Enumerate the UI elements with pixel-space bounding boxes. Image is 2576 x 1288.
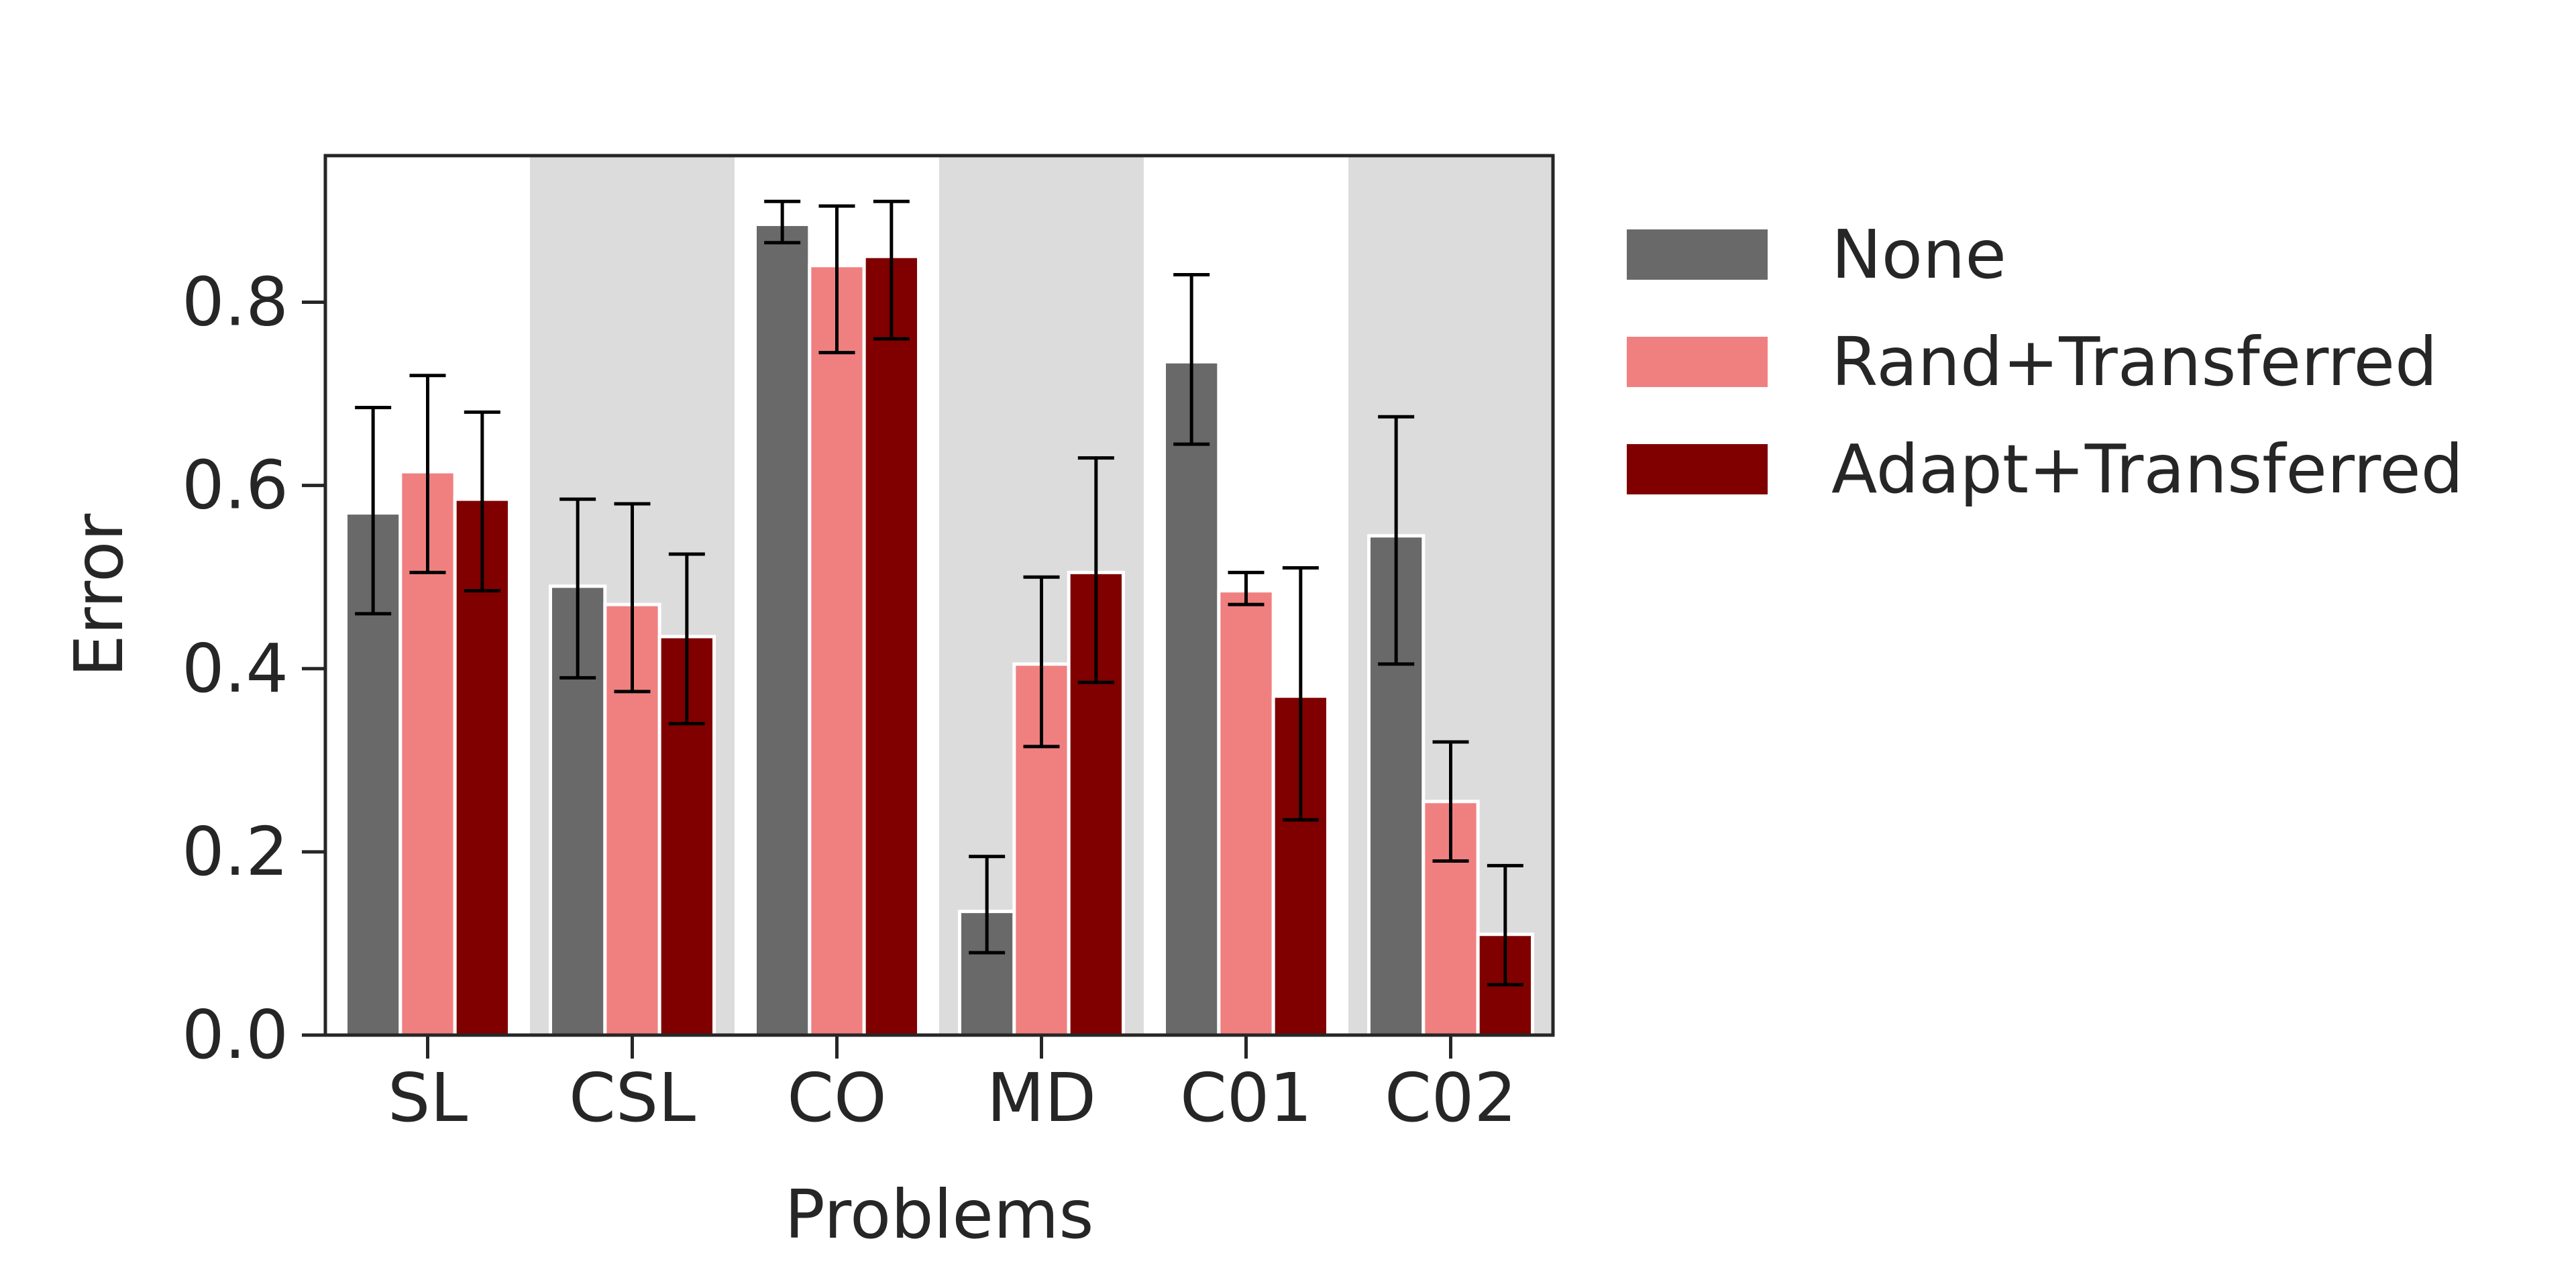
bar-co-1 — [753, 222, 812, 1037]
legend-swatch — [1627, 337, 1768, 387]
error-bar-md-1 — [969, 855, 1006, 955]
plot-frame — [323, 154, 1555, 1037]
bar-c02-2 — [1421, 800, 1480, 1037]
legend-label: Adapt+Transferred — [1831, 430, 2463, 508]
y-tick-label: 0.0 — [182, 996, 288, 1074]
error-bars — [355, 199, 1523, 987]
error-bar-csl-1 — [559, 497, 596, 680]
error-bar-csl-2 — [614, 502, 651, 694]
x-axis-ticks: SL CSL CO MD C01 C02 — [388, 1035, 1517, 1137]
bar-c01-1 — [1163, 360, 1221, 1037]
y-tick-label: 0.2 — [182, 812, 288, 891]
bar-co-3 — [862, 254, 920, 1037]
error-bar-c02-1 — [1378, 415, 1415, 666]
x-tick-label: SL — [388, 1059, 468, 1137]
x-tick-label: CSL — [569, 1059, 696, 1137]
error-bar-sl-1 — [355, 406, 392, 616]
y-tick-label: 0.4 — [182, 629, 288, 708]
error-bar-c02-3 — [1487, 863, 1523, 987]
x-tick-label: C02 — [1385, 1059, 1517, 1137]
x-tick-label: CO — [787, 1059, 887, 1137]
bars — [344, 222, 1535, 1037]
error-bar-c01-1 — [1173, 273, 1210, 446]
x-tick-label: C01 — [1180, 1059, 1312, 1137]
y-tick-label: 0.8 — [182, 263, 288, 341]
legend: None Rand+Transferred Adapt+Transferred — [1627, 215, 2463, 508]
bar-c01-2 — [1217, 589, 1275, 1037]
error-bar-co-1 — [764, 199, 801, 245]
y-tick-label: 0.6 — [182, 446, 288, 525]
x-tick-label: MD — [987, 1059, 1096, 1137]
error-bar-co-3 — [873, 199, 910, 341]
legend-swatch — [1627, 229, 1768, 280]
legend-label: None — [1831, 215, 2006, 294]
error-bar-csl-3 — [668, 552, 705, 726]
bar-co-2 — [808, 264, 866, 1037]
error-bar-c01-2 — [1228, 570, 1265, 606]
error-bar-c01-3 — [1282, 566, 1319, 822]
error-bar-md-2 — [1023, 575, 1060, 749]
error-bar-co-2 — [818, 204, 855, 355]
legend-swatch — [1627, 444, 1768, 494]
x-axis-label: Problems — [785, 1175, 1094, 1254]
error-bar-sl-3 — [464, 410, 500, 593]
legend-label: Rand+Transferred — [1831, 323, 2437, 401]
y-axis-label: Error — [60, 513, 138, 678]
error-bar-md-3 — [1077, 456, 1114, 684]
error-bar-sl-2 — [409, 374, 446, 574]
y-axis-ticks: 0.0 0.2 0.4 0.6 0.8 — [182, 263, 325, 1074]
error-bar-c02-2 — [1432, 740, 1469, 863]
